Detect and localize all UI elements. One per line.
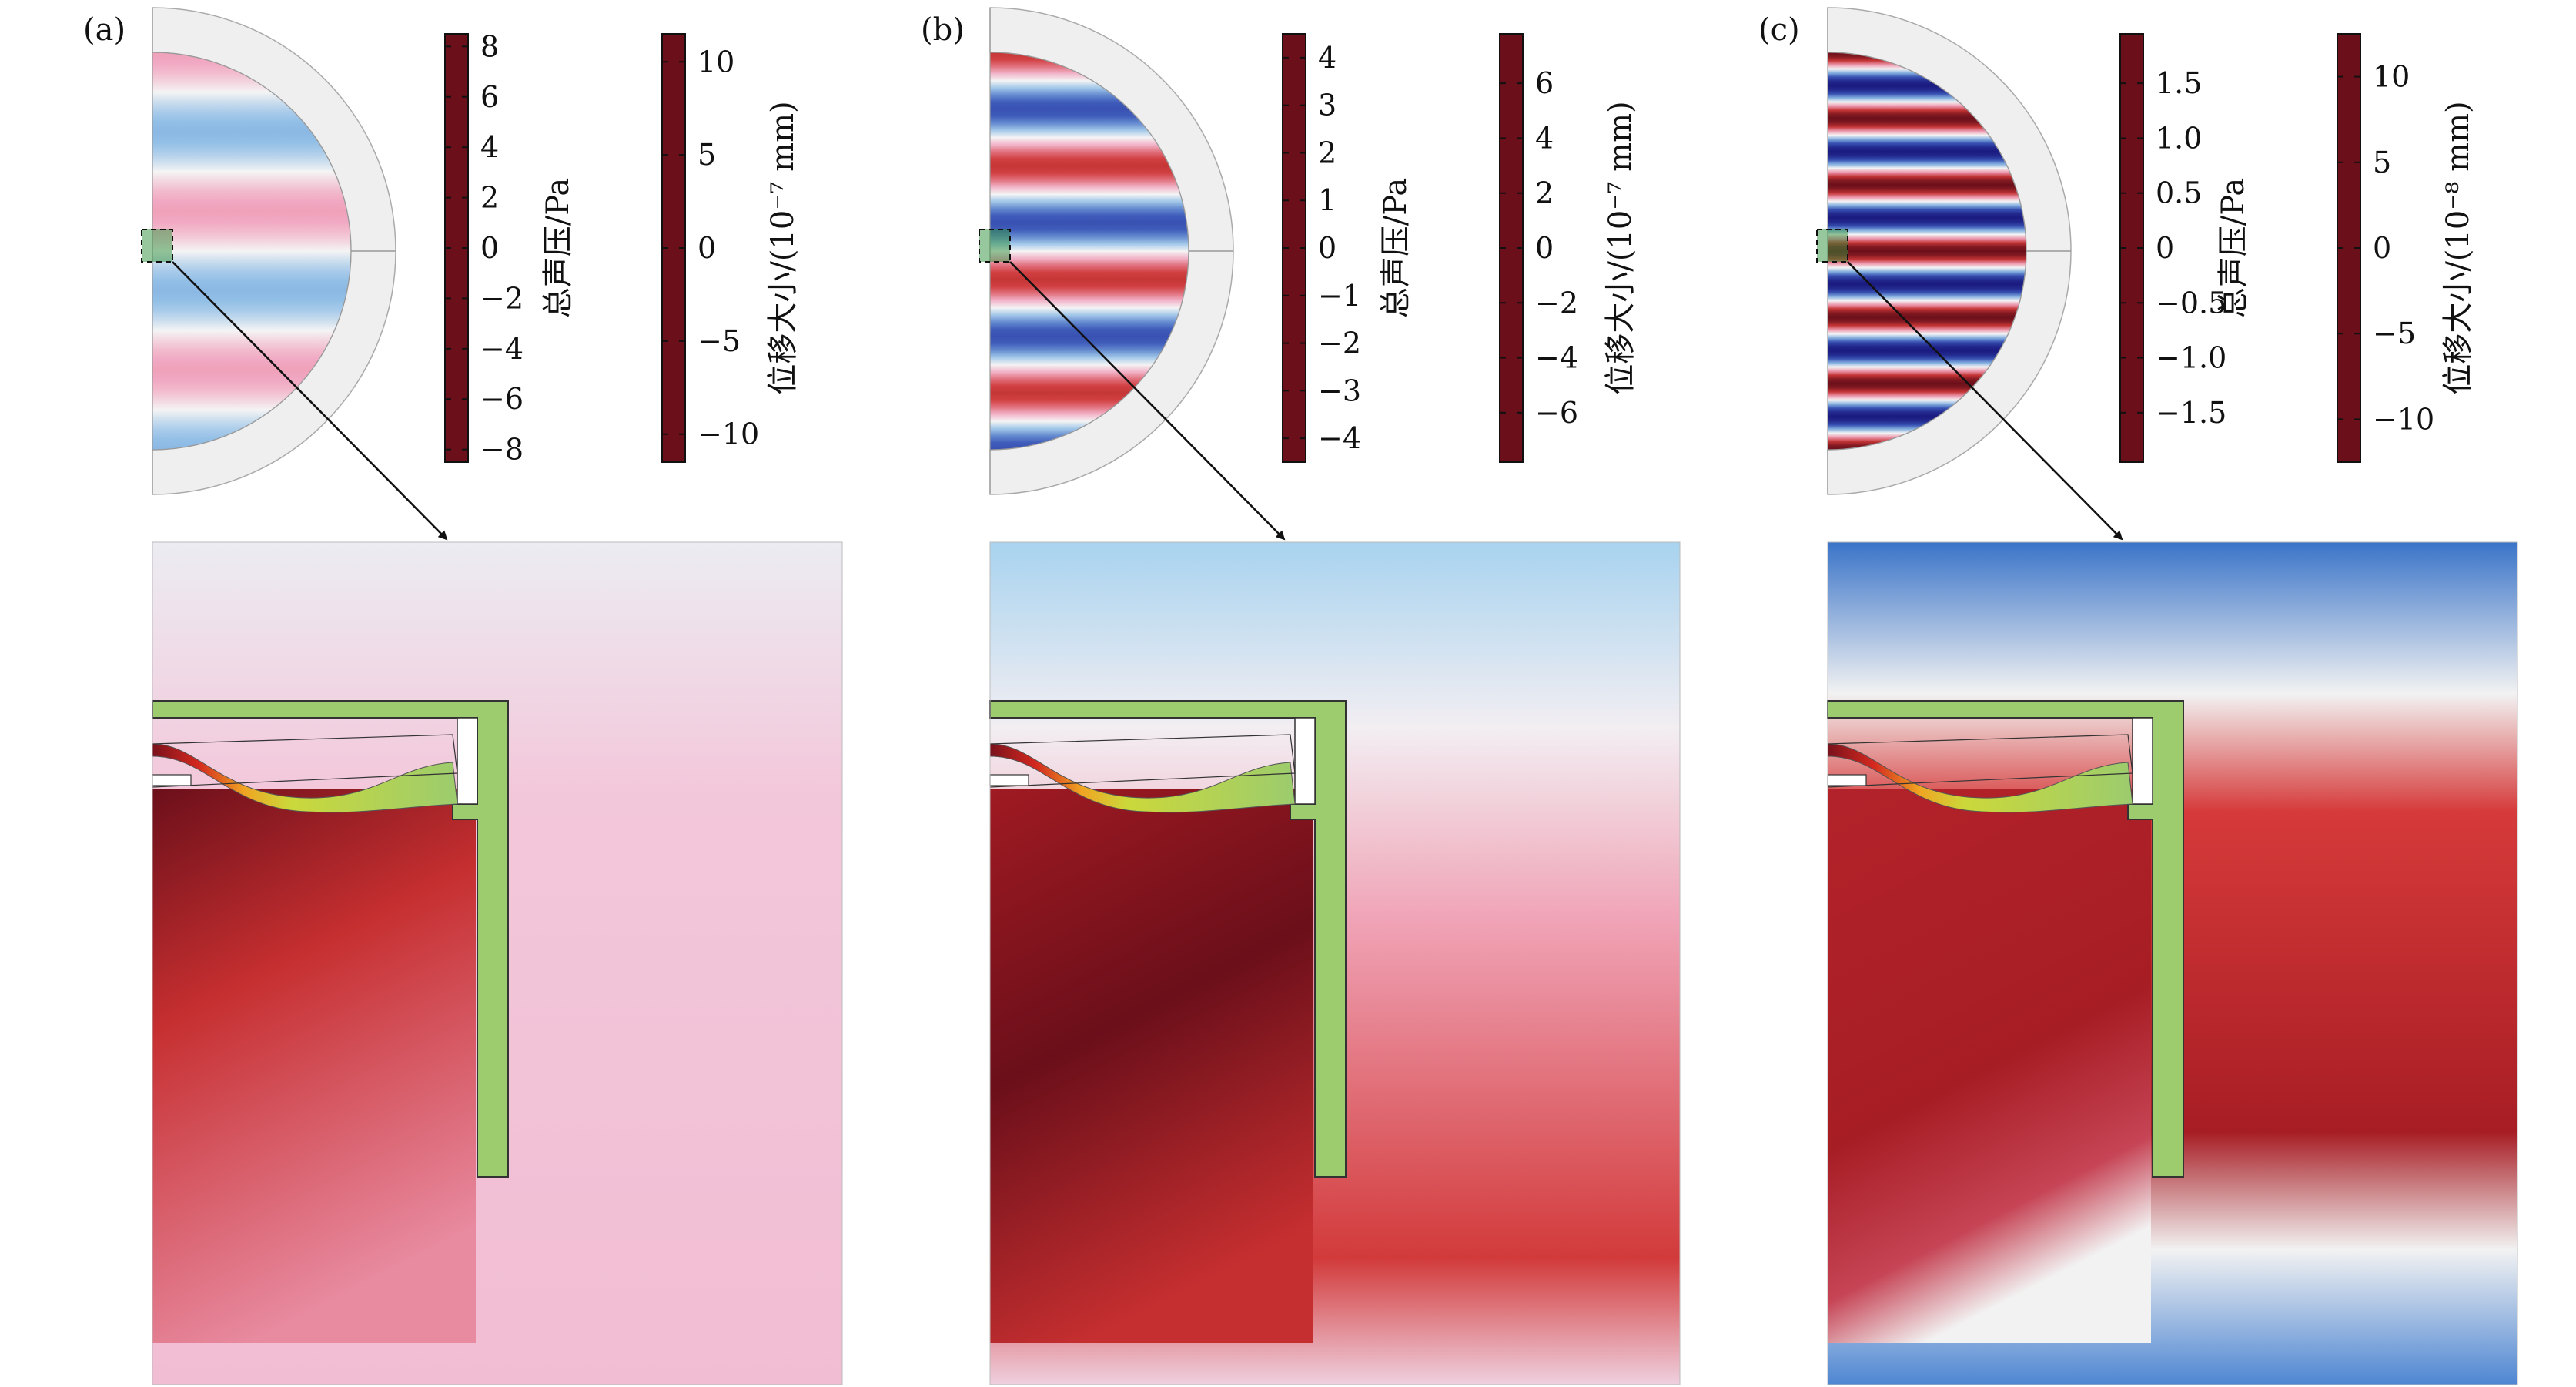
undeformed-outline bbox=[1827, 734, 2133, 788]
colorbar-tick-label: 6 bbox=[1535, 66, 1554, 100]
colorbar-title: 位移大小/(10⁻⁷ mm) bbox=[1603, 101, 1638, 394]
panel-b: (b) 4 3 2 1 0 −1 −2 −3 −4 总声压/Pa 6 4 2 0 −2 −4 −6 位移大小/(10… bbox=[921, 7, 1681, 1385]
colorbar-tick-label: 0 bbox=[1318, 231, 1337, 265]
pressure-colorbar: 4 3 2 1 0 −1 −2 −3 −4 总声压/Pa bbox=[1282, 33, 1413, 463]
support-frame bbox=[1827, 700, 2184, 1178]
panel-tag: (a) bbox=[83, 12, 125, 48]
displacement-colorbar: 6 4 2 0 −2 −4 −6 位移大小/(10⁻⁷ mm) bbox=[1499, 33, 1638, 463]
colorbar-tick-label: −8 bbox=[480, 433, 524, 467]
colorbar-tick-label: 4 bbox=[480, 130, 499, 164]
colorbar-tick-label: −10 bbox=[2373, 402, 2434, 436]
zoomed-view bbox=[152, 541, 843, 1385]
zoom-box bbox=[1816, 229, 1848, 263]
frame-gap bbox=[457, 717, 478, 805]
frame-gap bbox=[1294, 717, 1316, 805]
zoomed-view bbox=[1827, 541, 2518, 1385]
cavity-field bbox=[152, 789, 476, 1343]
center-mass bbox=[989, 774, 1029, 786]
diaphragm bbox=[989, 743, 1296, 813]
colorbar-tick-label: −1.5 bbox=[2156, 396, 2226, 430]
colorbar-tick-label: −4 bbox=[1535, 341, 1578, 375]
colorbar-tick-label: −5 bbox=[2373, 317, 2416, 350]
colorbar-tick-label: 5 bbox=[2373, 146, 2391, 179]
colorbar-tick-label: 1.0 bbox=[2156, 121, 2202, 155]
panel-tag: (b) bbox=[921, 12, 965, 48]
cavity-field bbox=[990, 789, 1313, 1343]
colorbar-tick-label: 2 bbox=[480, 181, 499, 215]
diaphragm bbox=[1827, 743, 2133, 813]
undeformed-outline bbox=[152, 734, 458, 788]
inner-boundary bbox=[989, 52, 1189, 451]
colorbar-tick-label: 0 bbox=[2156, 231, 2174, 265]
colorbar-tick-label: 0 bbox=[1535, 231, 1554, 265]
colorbar-tick-label: 0 bbox=[698, 231, 716, 265]
colorbar-tick-label: −6 bbox=[1535, 396, 1578, 430]
diaphragm bbox=[152, 743, 458, 813]
colorbar-tick-label: 4 bbox=[1535, 121, 1554, 155]
zoom-frame bbox=[989, 541, 1681, 1385]
colorbar-tick-label: −1.0 bbox=[2156, 341, 2226, 375]
frame-gap bbox=[2132, 717, 2153, 805]
zoom-box bbox=[141, 229, 173, 263]
colorbar-tick-label: −2 bbox=[1535, 286, 1578, 320]
zoomed-view bbox=[989, 541, 1681, 1385]
cavity-field bbox=[1828, 789, 2151, 1343]
colorbar-title: 位移大小/(10⁻⁷ mm) bbox=[765, 101, 801, 394]
colorbar-tick-label: −10 bbox=[698, 417, 759, 451]
inner-boundary bbox=[1827, 52, 2027, 451]
colorbar-tick-label: −2 bbox=[1318, 327, 1361, 360]
colorbar-title: 总声压/Pa bbox=[2216, 178, 2251, 318]
zoom-arrow bbox=[1847, 261, 2123, 541]
pressure-colorbar: 1.5 1.0 0.5 0 −0.5 −1.0 −1.5 总声压/Pa bbox=[2119, 33, 2251, 463]
colorbar-tick-label: 0.5 bbox=[2156, 176, 2202, 210]
panel-tag: (c) bbox=[1758, 12, 1800, 48]
panel-a: (a) 8 6 4 2 0 −2 −4 −6 −8 总声压/Pa 10 5 0 −5 −10位移大小/(10⁻… bbox=[83, 7, 843, 1385]
colorbar-tick-label: 8 bbox=[480, 29, 499, 63]
colorbar-tick-label: 10 bbox=[698, 45, 734, 79]
colorbar-tick-label: 1.5 bbox=[2156, 66, 2202, 100]
center-mass bbox=[152, 774, 192, 786]
colorbar-tick-label: 4 bbox=[1318, 41, 1337, 75]
colorbar-tick-label: −3 bbox=[1318, 374, 1361, 407]
panel-c: (c) 1.5 1.0 0.5 0 −0.5 −1.0 −1.5 总声压/Pa 10 5 0 −5 −10… bbox=[1758, 7, 2518, 1385]
colorbar-tick-label: 10 bbox=[2373, 60, 2410, 94]
colorbar-tick-label: −4 bbox=[480, 332, 524, 366]
colorbar-tick-label: −0.5 bbox=[2156, 286, 2226, 320]
undeformed-outline bbox=[989, 734, 1296, 788]
zoom-box bbox=[979, 229, 1011, 263]
colorbar-title: 总声压/Pa bbox=[1378, 178, 1413, 318]
colorbar-tick-label: 1 bbox=[1318, 183, 1337, 217]
colorbar-tick-label: 0 bbox=[480, 231, 499, 265]
support-frame bbox=[989, 700, 1347, 1178]
support-frame bbox=[152, 700, 509, 1178]
zoom-frame bbox=[1827, 541, 2518, 1385]
colorbar-tick-label: −1 bbox=[1318, 279, 1361, 313]
colorbar-tick-label: −2 bbox=[480, 281, 524, 315]
colorbar-tick-label: −6 bbox=[480, 382, 524, 416]
colorbar-tick-label: 3 bbox=[1318, 89, 1337, 122]
colorbar-tick-label: 2 bbox=[1535, 176, 1554, 210]
colorbar-tick-label: 5 bbox=[698, 138, 716, 172]
colorbar-tick-label: −4 bbox=[1318, 421, 1361, 455]
colorbar-title: 位移大小/(10⁻⁸ mm) bbox=[2441, 101, 2476, 394]
colorbar-tick-label: 6 bbox=[480, 80, 499, 114]
colorbar-title: 总声压/Pa bbox=[540, 178, 576, 318]
zoom-arrow bbox=[172, 261, 448, 541]
zoom-frame bbox=[152, 541, 843, 1385]
pressure-colorbar: 8 6 4 2 0 −2 −4 −6 −8 总声压/Pa bbox=[444, 29, 576, 467]
colorbar-tick-label: −5 bbox=[698, 324, 741, 358]
colorbar-tick-label: 0 bbox=[2373, 231, 2391, 265]
zoom-arrow bbox=[1009, 261, 1286, 541]
colorbar-tick-label: 2 bbox=[1318, 136, 1337, 169]
inner-boundary bbox=[152, 52, 352, 451]
center-mass bbox=[1827, 774, 1867, 786]
